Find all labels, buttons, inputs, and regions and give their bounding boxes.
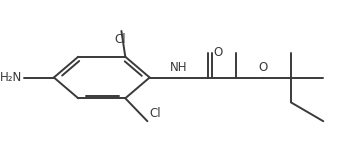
Text: Cl: Cl xyxy=(114,33,126,46)
Text: O: O xyxy=(213,46,222,59)
Text: H₂N: H₂N xyxy=(0,71,22,84)
Text: Cl: Cl xyxy=(149,107,161,120)
Text: O: O xyxy=(258,61,268,74)
Text: NH: NH xyxy=(170,61,188,74)
